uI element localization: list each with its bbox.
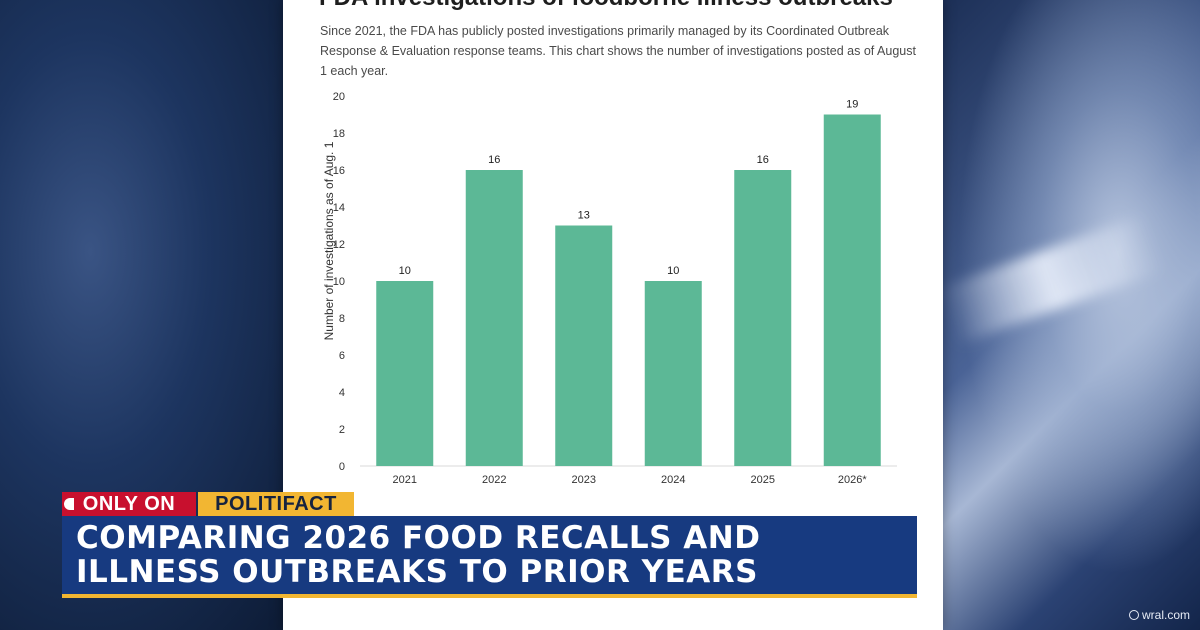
politifact-tag: POLITIFACT (198, 492, 354, 516)
bar (465, 170, 523, 466)
y-axis-label: Number of investigations as of Aug. 1 (322, 141, 336, 340)
y-tick-label: 18 (333, 128, 345, 140)
y-tick-label: 20 (333, 91, 345, 103)
bar (734, 170, 792, 466)
bar-data-label: 16 (757, 154, 769, 166)
chart-description: Since 2021, the FDA has publicly posted … (320, 24, 916, 78)
bar-chart: 0 2 4 6 8 10 12 14 16 18 20 Number of investigation… (322, 91, 897, 486)
bar-data-label: 16 (488, 154, 500, 166)
y-tick-label: 16 (333, 165, 345, 177)
y-tick-label: 2 (339, 424, 345, 436)
x-tick-label: 2023 (572, 474, 596, 486)
y-tick-label: 6 (339, 350, 345, 362)
x-tick-label: 2024 (661, 474, 685, 486)
only-on-tag: ONLY ON (62, 492, 196, 516)
y-tick-label: 4 (339, 387, 345, 399)
headline-box: COMPARING 2026 FOOD RECALLS AND ILLNESS … (62, 516, 917, 598)
bar (555, 225, 613, 466)
bar-data-label: 10 (399, 265, 411, 277)
x-tick-label: 2022 (482, 474, 506, 486)
headline-line-1: COMPARING 2026 FOOD RECALLS AND (76, 520, 761, 556)
y-tick-label: 12 (333, 239, 345, 251)
bar (376, 281, 434, 466)
x-tick-label: 2021 (393, 474, 417, 486)
bar-data-label: 19 (846, 99, 858, 111)
y-tick-label: 8 (339, 313, 345, 325)
y-tick-label: 0 (339, 461, 345, 473)
only-on-tag-notch (64, 498, 74, 510)
headline-line-2: ILLNESS OUTBREAKS TO PRIOR YEARS (76, 554, 758, 590)
bar-data-label: 13 (578, 210, 590, 222)
x-tick-label: 2025 (751, 474, 775, 486)
bar (644, 281, 702, 466)
bar-data-label: 10 (667, 265, 679, 277)
globe-icon (1128, 610, 1139, 620)
y-tick-label: 10 (333, 276, 345, 288)
watermark: wral.com (1128, 608, 1190, 622)
bar (823, 114, 881, 466)
x-tick-label: 2026* (838, 474, 867, 486)
chart-title: FDA investigations of foodborne illness … (319, 0, 893, 12)
watermark-text: wral.com (1141, 608, 1190, 622)
y-tick-label: 14 (333, 202, 345, 214)
